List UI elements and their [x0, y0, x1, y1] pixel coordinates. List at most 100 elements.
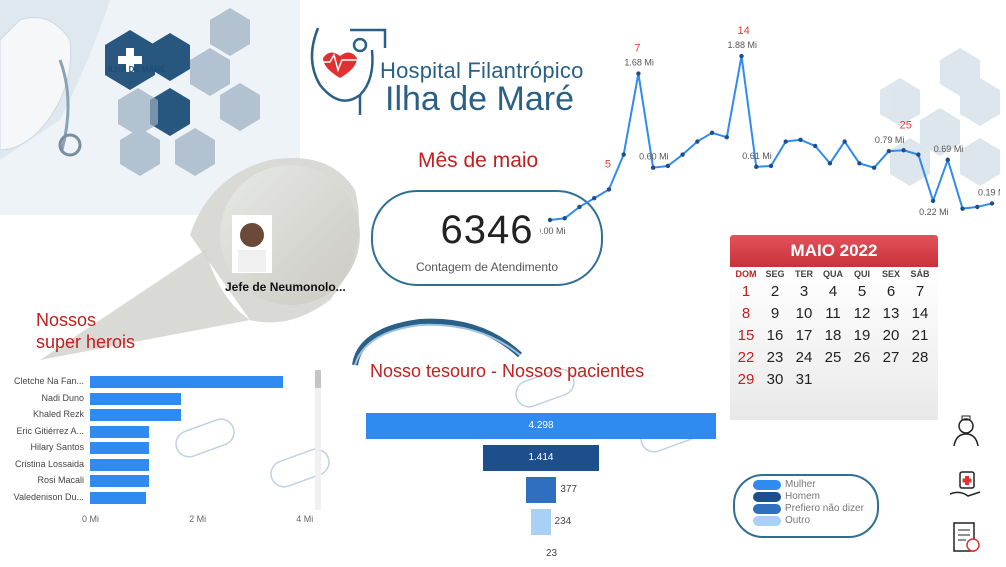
hero-bar-label: Rosi Macali [37, 475, 84, 485]
daily-point[interactable] [813, 143, 818, 149]
patients-funnel-chart[interactable]: 4.298 1.414 377 234 23 [366, 413, 718, 567]
daily-point[interactable] [768, 163, 774, 169]
calendar-day: 27 [882, 349, 900, 366]
daily-point[interactable] [930, 198, 936, 204]
funnel-legend: Mulher Homem Prefiero não dizer Outro [733, 474, 879, 538]
legend-item[interactable]: Homem [753, 491, 821, 502]
legend-swatch [753, 480, 781, 490]
hero-axis-tick: 0 Mi [82, 514, 100, 524]
daily-point[interactable] [916, 152, 921, 157]
funnel-bar[interactable] [483, 445, 599, 471]
calendar-day: 4 [828, 283, 838, 300]
hero-bar-label: Cristina Lossaida [14, 458, 84, 469]
daily-point[interactable] [827, 161, 833, 166]
funnel-bar[interactable] [366, 413, 716, 439]
hero-bar-label: Valedenison Du... [13, 491, 84, 502]
calendar-grid: DOM SEG TER QUA QUI SEX SÁB 1 2 3 4 5 6 7 8 9 10 11 12 13 14… [730, 267, 938, 420]
daily-point[interactable] [680, 152, 685, 157]
kpi-label: Contagem de Atendimento [415, 260, 559, 274]
daily-point[interactable] [783, 139, 788, 144]
hero-bar[interactable] [90, 376, 283, 388]
daily-point-label: 0.19 Mi [978, 187, 1000, 197]
daily-highlight-label: 5 [605, 158, 611, 170]
daily-point[interactable] [871, 165, 877, 170]
medicine-hand-icon[interactable] [948, 468, 984, 504]
daily-point[interactable] [960, 206, 965, 211]
daily-point[interactable] [592, 196, 597, 201]
calendar-day: 25 [824, 349, 842, 366]
heroes-bar-chart[interactable]: Cletche Na Fan... Nadi Duno Khaled Rezk Eri… [0, 372, 330, 532]
hero-bar[interactable] [90, 425, 149, 438]
daily-point-label: 1.68 Mi [624, 58, 654, 68]
calendar-day: 7 [915, 283, 925, 300]
calendar-day: 2 [770, 283, 780, 300]
funnel-bar[interactable] [540, 541, 542, 567]
calendar-day: 22 [737, 349, 755, 366]
hero-bar[interactable] [90, 458, 149, 471]
daily-point[interactable] [945, 157, 950, 163]
daily-point[interactable] [724, 134, 729, 140]
daily-point[interactable] [650, 165, 656, 170]
daily-point[interactable] [547, 217, 553, 223]
heroes-scrollbar[interactable] [315, 370, 321, 510]
hero-featured-name: Jefe de Neumonolo... [225, 280, 346, 294]
daily-point[interactable] [739, 53, 744, 59]
hero-bar[interactable] [90, 491, 147, 504]
daily-point[interactable] [754, 164, 759, 170]
hero-bar-label: Eric Gitiérrez A... [16, 425, 84, 436]
legend-item[interactable]: Prefiero não dizer [753, 503, 864, 514]
daily-point[interactable] [695, 139, 700, 144]
daily-line-chart[interactable]: 0.00 Mi 1.68 Mi 0.60 Mi 1.88 Mi 0.61 Mi 0.79 … [540, 20, 1000, 250]
calendar-day: 3 [799, 283, 809, 300]
calendar-day: 23 [766, 349, 784, 366]
calendar-day: 31 [795, 371, 813, 388]
daily-point[interactable] [842, 139, 847, 144]
daily-point[interactable] [636, 71, 641, 76]
calendar-day: 8 [741, 305, 751, 322]
daily-point[interactable] [709, 130, 715, 136]
funnel-bar[interactable] [531, 509, 551, 535]
hero-bar-label: Cletche Na Fan... [13, 376, 84, 386]
funnel-bar[interactable] [525, 477, 557, 503]
legend-item[interactable]: Mulher [753, 479, 816, 490]
legend-label: Outro [785, 515, 811, 526]
calendar-day: 20 [882, 327, 900, 344]
calendar-day: 10 [795, 305, 813, 322]
funnel-value-label: 234 [554, 516, 572, 527]
daily-point[interactable] [886, 148, 892, 154]
hero-bar[interactable] [90, 442, 149, 454]
daily-point[interactable] [665, 163, 671, 169]
hero-bar[interactable] [90, 475, 149, 487]
calendar-day: 14 [911, 305, 929, 322]
legend-label: Prefiero não dizer [785, 503, 864, 514]
kpi-card[interactable]: 6346 Contagem de Atendimento [371, 190, 603, 286]
daily-point[interactable] [621, 152, 626, 157]
daily-point[interactable] [606, 187, 612, 192]
medical-report-icon[interactable] [948, 520, 984, 556]
hero-bar[interactable] [90, 409, 182, 421]
nurse-icon[interactable] [948, 412, 984, 448]
daily-point[interactable] [975, 204, 980, 210]
calendar-day: 30 [766, 371, 784, 388]
hero-bar[interactable] [90, 392, 182, 405]
daily-point[interactable] [562, 216, 567, 221]
calendar-day: 29 [737, 371, 755, 388]
legend-label: Homem [785, 491, 821, 502]
daily-point[interactable] [901, 148, 906, 153]
calendar-weekday: SEX [881, 269, 900, 279]
daily-point-label: 0.69 Mi [934, 144, 964, 154]
calendar: MAIO 2022 DOM SEG TER QUA QUI SEX SÁB 1 2 3 4 5 6 7 8 9… [730, 235, 938, 420]
daily-point[interactable] [798, 137, 803, 142]
legend-swatch [753, 516, 781, 526]
daily-point-label: 0.22 Mi [919, 207, 949, 217]
hero-bar-label: Nadi Duno [41, 392, 84, 403]
heroes-title-line1: Nossos [36, 310, 97, 330]
heroes-scrollbar-thumb[interactable] [315, 370, 321, 388]
daily-point[interactable] [857, 161, 862, 166]
calendar-day: 28 [911, 349, 929, 366]
legend-item[interactable]: Outro [753, 515, 811, 526]
daily-point[interactable] [577, 204, 582, 210]
calendar-day: 1 [741, 283, 751, 300]
daily-point[interactable] [989, 201, 995, 206]
